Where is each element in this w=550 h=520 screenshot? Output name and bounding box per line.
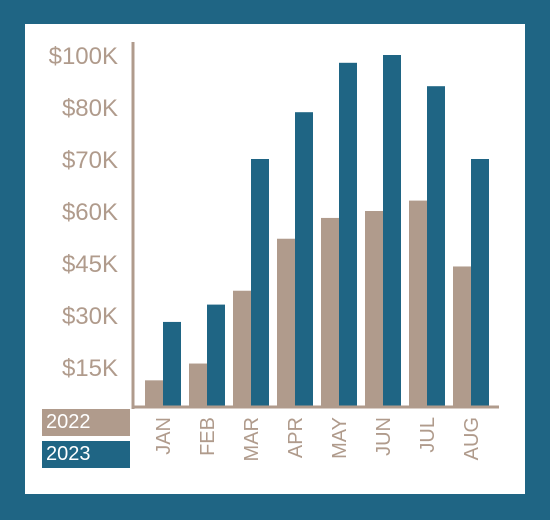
x-tick-label-feb: FEB: [197, 417, 219, 456]
x-tick-label-aug: AUG: [461, 417, 483, 460]
bar-2022-aug: [453, 266, 471, 407]
y-tick-label: $45K: [62, 251, 118, 278]
legend-item-2023: 2023: [42, 441, 130, 468]
y-tick-label: $30K: [62, 303, 118, 330]
bar-2023-feb: [207, 304, 225, 407]
chart-frame: $15K $30K $45K $60K $70K $80K $100K JAN FEB MAR A…: [25, 24, 525, 494]
x-tick-label-mar: MAR: [241, 417, 263, 461]
x-tick-label-jan: JAN: [153, 417, 175, 455]
bar-2022-feb: [189, 363, 207, 407]
y-tick-label: $15K: [62, 355, 118, 382]
bar-2023-aug: [471, 159, 489, 407]
bar-2022-jun: [365, 211, 383, 407]
y-tick-label: $100K: [49, 43, 118, 70]
bar-2023-jul: [427, 86, 445, 407]
bar-2023-mar: [251, 159, 269, 407]
x-tick-label-jul: JUL: [417, 417, 439, 453]
x-tick-label-may: MAY: [329, 417, 351, 459]
bar-2022-jul: [409, 200, 427, 407]
y-tick-label: $80K: [62, 95, 118, 122]
x-tick-label-jun: JUN: [373, 417, 395, 456]
bar-2023-jun: [383, 55, 401, 407]
bar-2022-apr: [277, 238, 295, 407]
bars: [145, 55, 489, 408]
x-tick-label-apr: APR: [285, 417, 307, 458]
bar-chart: $15K $30K $45K $60K $70K $80K $100K JAN FEB MAR A…: [49, 42, 499, 461]
y-tick-label: $70K: [62, 147, 118, 174]
bar-2023-jan: [163, 321, 181, 407]
bar-2022-mar: [233, 290, 251, 407]
bar-2023-apr: [295, 112, 313, 407]
x-axis-tick-labels: JAN FEB MAR APR MAY JUN JUL AUG: [153, 417, 483, 461]
bar-2022-may: [321, 217, 339, 407]
legend-label-2022: 2022: [46, 411, 91, 433]
legend-label-2023: 2023: [46, 443, 91, 465]
y-axis-tick-labels: $15K $30K $45K $60K $70K $80K $100K: [49, 43, 118, 382]
y-tick-label: $60K: [62, 199, 118, 226]
bar-2023-may: [339, 62, 357, 408]
legend-item-2022: 2022: [42, 409, 130, 436]
bar-2022-jan: [145, 380, 163, 407]
